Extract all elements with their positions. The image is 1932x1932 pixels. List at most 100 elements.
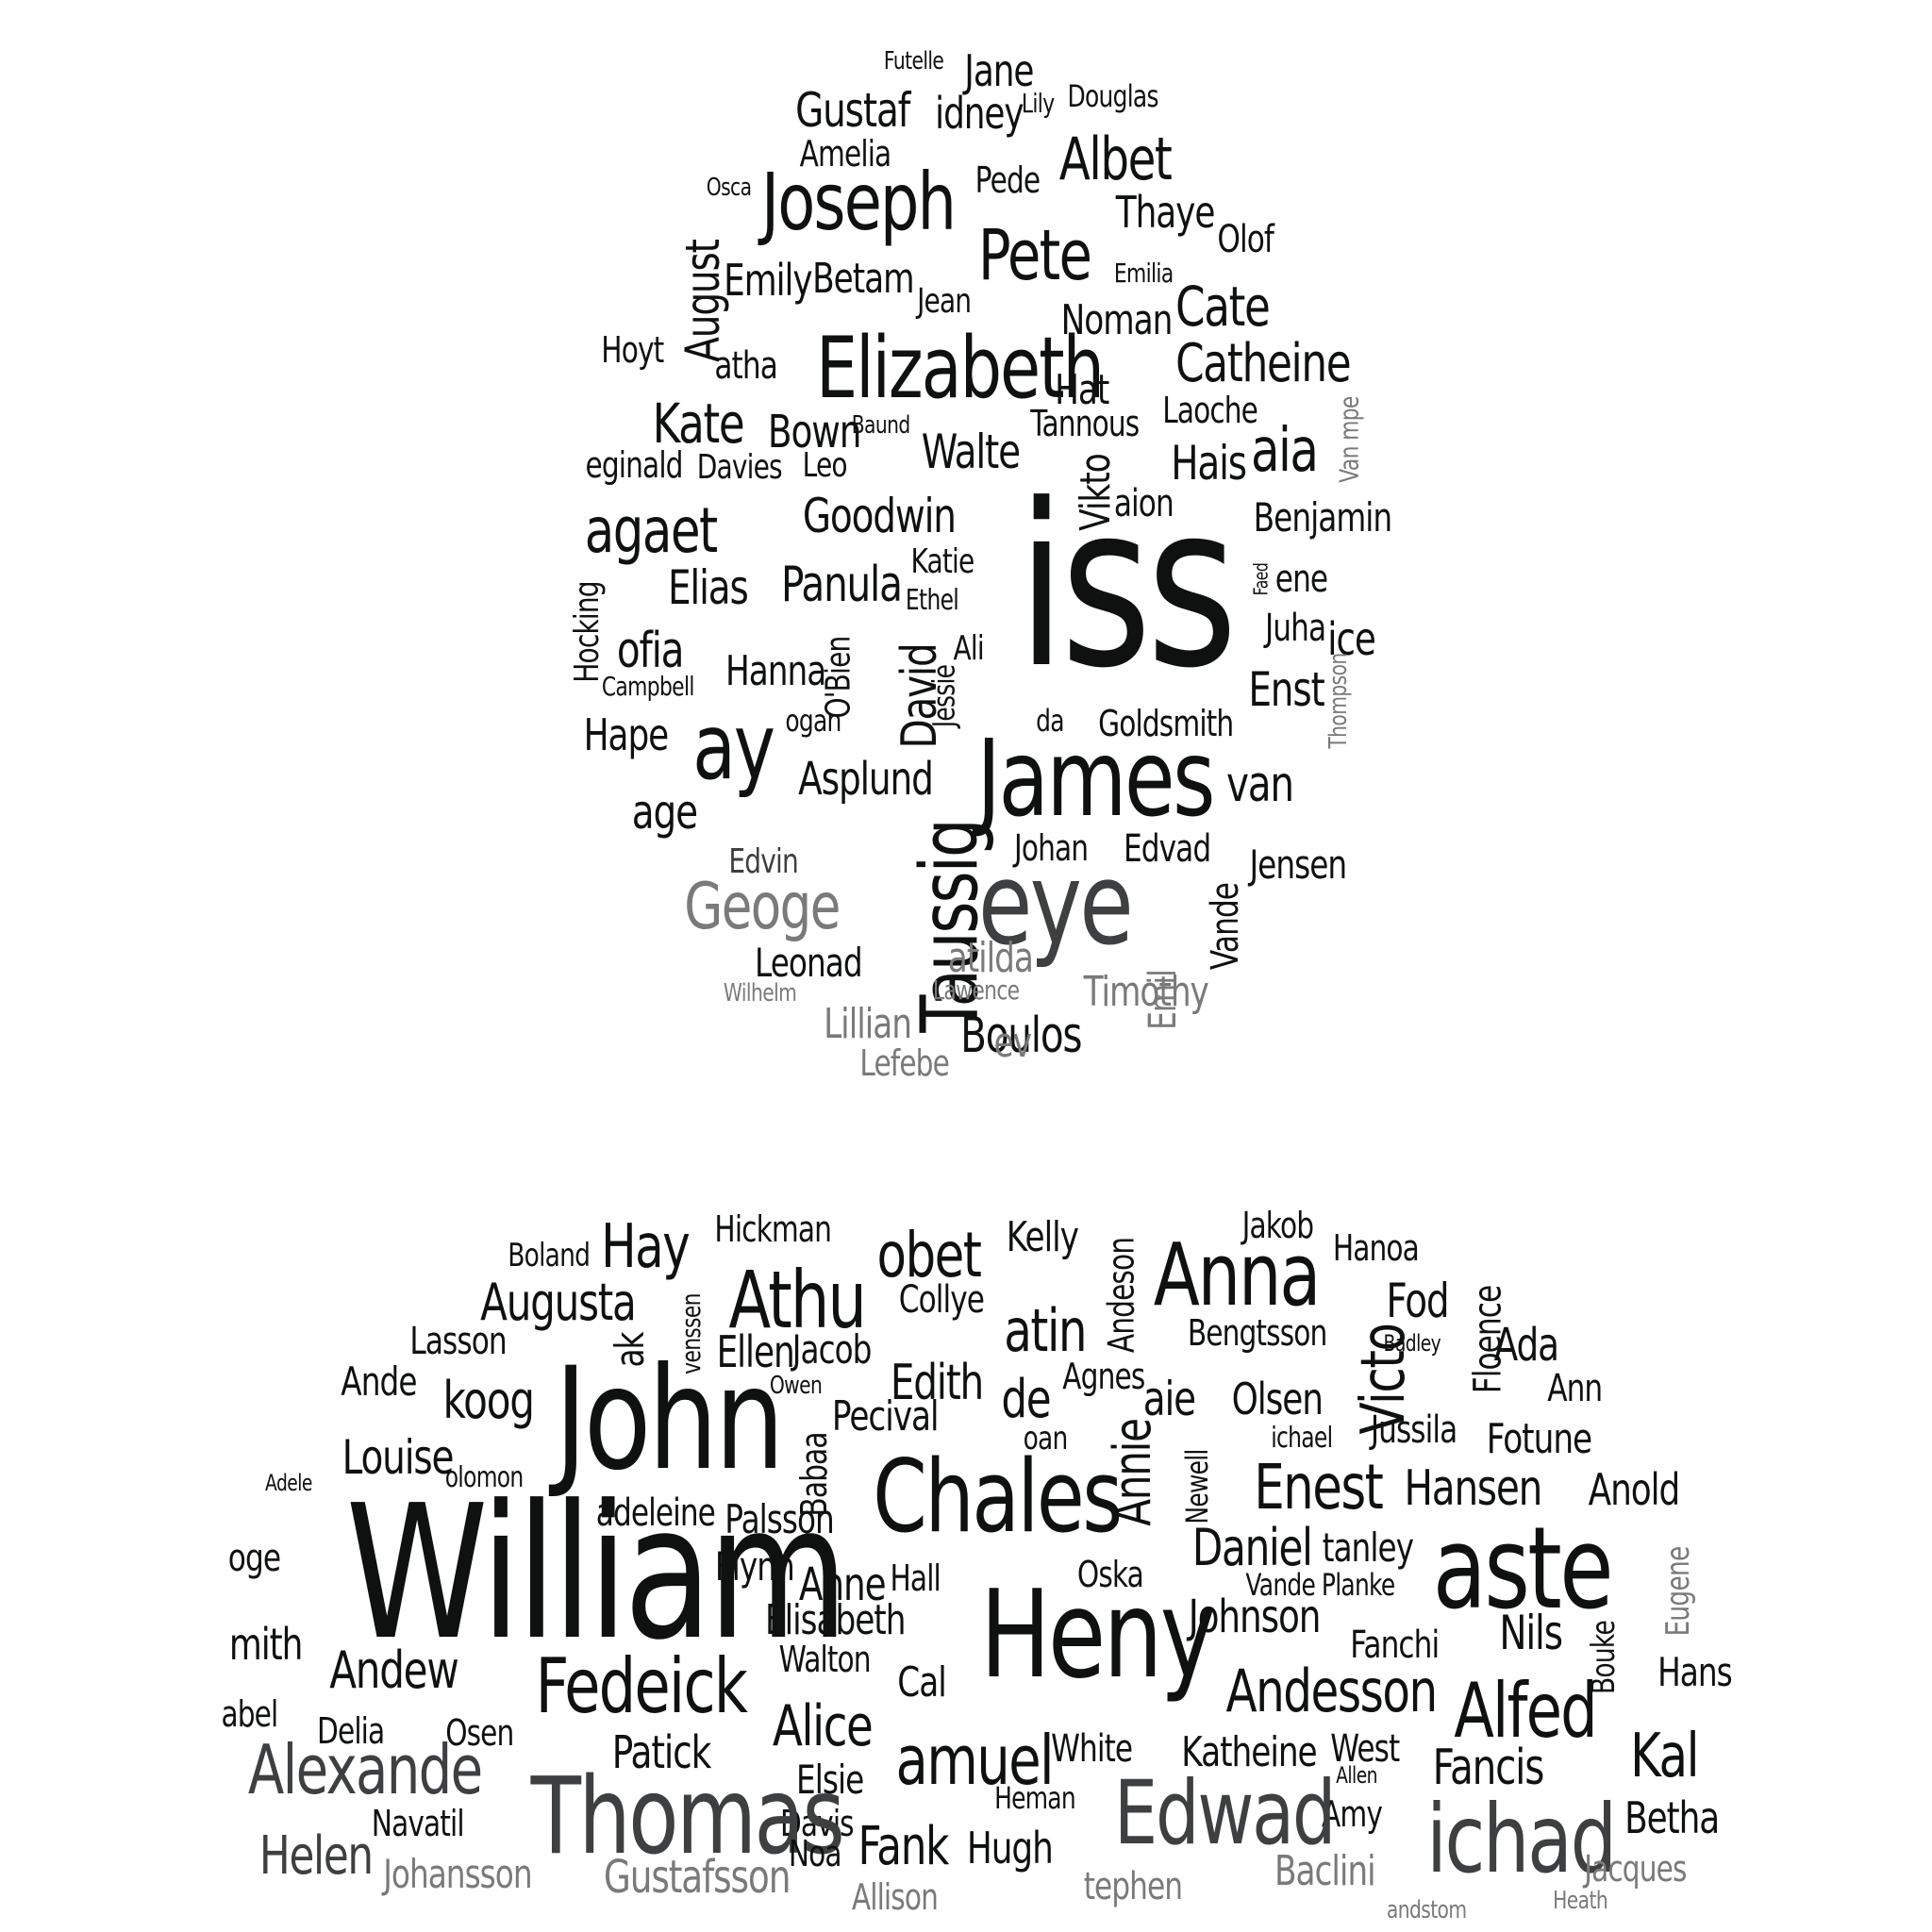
body-word: Delia — [317, 1710, 385, 1752]
body-word: oge — [227, 1537, 281, 1580]
body-word: Gustafsson — [603, 1851, 791, 1904]
head-word: Hais — [1171, 436, 1247, 491]
head-word: James — [976, 718, 1215, 841]
head-word: Emilia — [1113, 258, 1174, 289]
head-word: Edvad — [1124, 827, 1211, 871]
body-word: Heman — [994, 1780, 1076, 1816]
body-word: Hansen — [1404, 1460, 1543, 1517]
body-word: Eugene — [1658, 1546, 1697, 1637]
body-word: Elisabeth — [764, 1596, 907, 1644]
body-word: Johansson — [383, 1851, 532, 1897]
body-word: White — [1051, 1727, 1133, 1771]
body-word: Palsson — [724, 1496, 835, 1542]
body-word: Jacques — [1584, 1848, 1687, 1890]
body-word: Bengtsson — [1187, 1312, 1327, 1354]
body-word: Enest — [1254, 1451, 1384, 1524]
body-word: Alice — [772, 1693, 874, 1759]
head-word: Thaye — [1115, 187, 1216, 238]
head-word: ev — [993, 1019, 1032, 1067]
body-word: abel — [221, 1693, 278, 1735]
body-word: Elsie — [796, 1757, 864, 1803]
head-word: Hape — [583, 709, 670, 760]
body-word: Jacob — [791, 1326, 873, 1373]
head-word: Pede — [974, 159, 1041, 201]
body-word: Ellen — [716, 1326, 795, 1377]
body-word: Hall — [890, 1557, 941, 1599]
body-word: Flynn — [714, 1543, 795, 1590]
body-word: Davis — [779, 1803, 855, 1844]
body-word: Thomas — [530, 1756, 845, 1878]
body-word: Augusta — [480, 1273, 637, 1332]
body-word: Oska — [1076, 1554, 1144, 1595]
body-word: Kal — [1630, 1722, 1699, 1791]
body-word: Kelly — [1006, 1213, 1079, 1261]
body-word: Ada — [1493, 1319, 1559, 1372]
body-word: Fotune — [1486, 1415, 1592, 1463]
body-word: Badley — [1383, 1330, 1441, 1357]
head-word: Lily — [1021, 88, 1055, 119]
body-word: Planke — [1321, 1567, 1395, 1603]
head-word: Asplund — [798, 753, 934, 806]
body-word: Pecival — [831, 1392, 940, 1441]
head-word: ice — [1327, 613, 1376, 666]
head-word: Hoyt — [601, 329, 664, 371]
head-word: atha — [714, 344, 777, 388]
head-word: Panula — [781, 557, 903, 613]
head-word: Jessie — [925, 664, 962, 728]
body-word: Anne — [798, 1558, 887, 1611]
head-word: Lillian — [824, 1000, 912, 1048]
body-word: Betha — [1624, 1792, 1720, 1843]
head-word: ogan — [785, 703, 841, 739]
head-word: Pete — [977, 215, 1092, 296]
body-word: Lasson — [409, 1320, 507, 1363]
head-word: Tannous — [1030, 403, 1140, 444]
head-word: Jensen — [1249, 841, 1347, 888]
body-word: William — [345, 1466, 848, 1681]
head-word: Amelia — [799, 133, 892, 175]
head-word: Thompson — [1324, 653, 1353, 749]
head-word: eginald — [585, 444, 684, 486]
head-word: Jane — [964, 45, 1034, 96]
head-word: Leo — [802, 446, 848, 485]
body-word: Walton — [778, 1639, 872, 1680]
body-word: Andesson — [1225, 1657, 1438, 1725]
body-word: Jakob — [1241, 1205, 1314, 1246]
body-word: Fanchi — [1350, 1624, 1440, 1667]
body-word: aie — [1142, 1372, 1196, 1426]
head-word: Leonad — [755, 940, 863, 986]
body-word: Newell — [1178, 1449, 1215, 1524]
head-word: eye — [977, 840, 1134, 971]
head-word: Van mpe — [1333, 396, 1365, 483]
head-word: Goldsmith — [1098, 703, 1234, 744]
head-word: Kate — [652, 391, 745, 456]
head-word: Douglas — [1067, 78, 1159, 114]
body-word: Hanoa — [1332, 1227, 1420, 1269]
body-word: Anna — [1153, 1224, 1322, 1325]
head-word: ene — [1274, 558, 1328, 601]
head-word: idney — [935, 88, 1024, 139]
body-word: Katheine — [1181, 1728, 1317, 1776]
head-word: agaet — [584, 494, 718, 567]
body-word: aste — [1432, 1504, 1614, 1635]
head-word: Catheine — [1175, 333, 1351, 394]
head-word: Hat — [1055, 366, 1109, 414]
head-word: Hanna — [724, 647, 826, 695]
body-word: Baclini — [1274, 1847, 1376, 1895]
body-word: Heath — [1553, 1887, 1608, 1915]
head-word: Laoche — [1162, 390, 1258, 431]
head-word: van — [1226, 757, 1294, 813]
head-word: Lefebe — [859, 1042, 950, 1084]
body-word: Cal — [897, 1658, 946, 1707]
head-word: Boulos — [960, 1008, 1082, 1064]
body-word: Nils — [1499, 1606, 1563, 1660]
head-word: Futelle — [883, 47, 944, 75]
body-word: Amy — [1322, 1793, 1383, 1835]
body-word: Fod — [1386, 1274, 1449, 1328]
head-word: Davies — [696, 448, 783, 487]
body-word: Allison — [851, 1876, 939, 1918]
body-word: Adele — [265, 1470, 312, 1496]
head-word: Benjamin — [1253, 494, 1392, 541]
head-word: Vande — [1204, 882, 1248, 971]
head-word: Emily — [724, 255, 812, 306]
